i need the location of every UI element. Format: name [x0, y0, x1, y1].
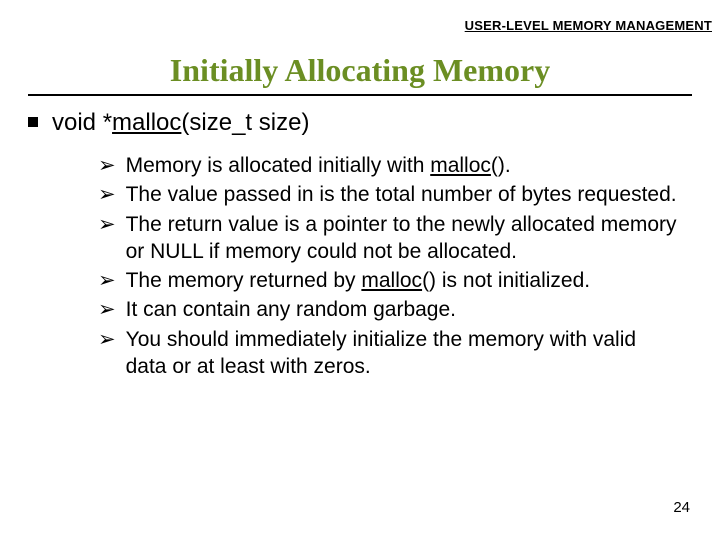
text-underline: malloc	[430, 154, 491, 177]
list-item-text: You should immediately initialize the me…	[126, 326, 682, 381]
text-pre: The memory returned by	[126, 269, 362, 292]
arrow-bullet-icon: ➢	[98, 326, 116, 353]
text-pre: The value passed in is the total number …	[126, 183, 677, 206]
list-item: ➢ The return value is a pointer to the n…	[98, 211, 682, 266]
main-bullet: void *malloc(size_t size)	[28, 108, 692, 138]
list-item-text: The value passed in is the total number …	[126, 181, 682, 208]
header-label: USER-LEVEL MEMORY MANAGEMENT	[465, 18, 712, 33]
arrow-bullet-icon: ➢	[98, 181, 116, 208]
list-item: ➢ The value passed in is the total numbe…	[98, 181, 682, 208]
content-area: void *malloc(size_t size) ➢ Memory is al…	[28, 108, 692, 382]
list-item-text: The memory returned by malloc() is not i…	[126, 267, 682, 294]
list-item-text: The return value is a pointer to the new…	[126, 211, 682, 266]
list-item-text: It can contain any random garbage.	[126, 296, 682, 323]
text-pre: The return value is a pointer to the new…	[126, 213, 677, 263]
list-item: ➢ You should immediately initialize the …	[98, 326, 682, 381]
text-pre: You should immediately initialize the me…	[126, 328, 636, 378]
list-item: ➢ The memory returned by malloc() is not…	[98, 267, 682, 294]
sub-list: ➢ Memory is allocated initially with mal…	[98, 152, 682, 380]
text-pre: Memory is allocated initially with	[126, 154, 431, 177]
arrow-bullet-icon: ➢	[98, 152, 116, 179]
main-prefix: void *	[52, 109, 112, 136]
main-bullet-text: void *malloc(size_t size)	[52, 108, 309, 138]
arrow-bullet-icon: ➢	[98, 296, 116, 323]
page-title: Initially Allocating Memory	[0, 52, 720, 89]
text-underline: malloc	[361, 269, 422, 292]
main-args: (size_t size)	[181, 109, 309, 136]
list-item-text: Memory is allocated initially with mallo…	[126, 152, 682, 179]
title-underline	[28, 94, 692, 96]
arrow-bullet-icon: ➢	[98, 267, 116, 294]
square-bullet-icon	[28, 117, 38, 127]
list-item: ➢ It can contain any random garbage.	[98, 296, 682, 323]
text-post: () is not initialized.	[422, 269, 590, 292]
text-post: ().	[491, 154, 511, 177]
page-number: 24	[673, 499, 690, 516]
list-item: ➢ Memory is allocated initially with mal…	[98, 152, 682, 179]
arrow-bullet-icon: ➢	[98, 211, 116, 238]
main-func: malloc	[112, 109, 181, 136]
text-pre: It can contain any random garbage.	[126, 298, 456, 321]
